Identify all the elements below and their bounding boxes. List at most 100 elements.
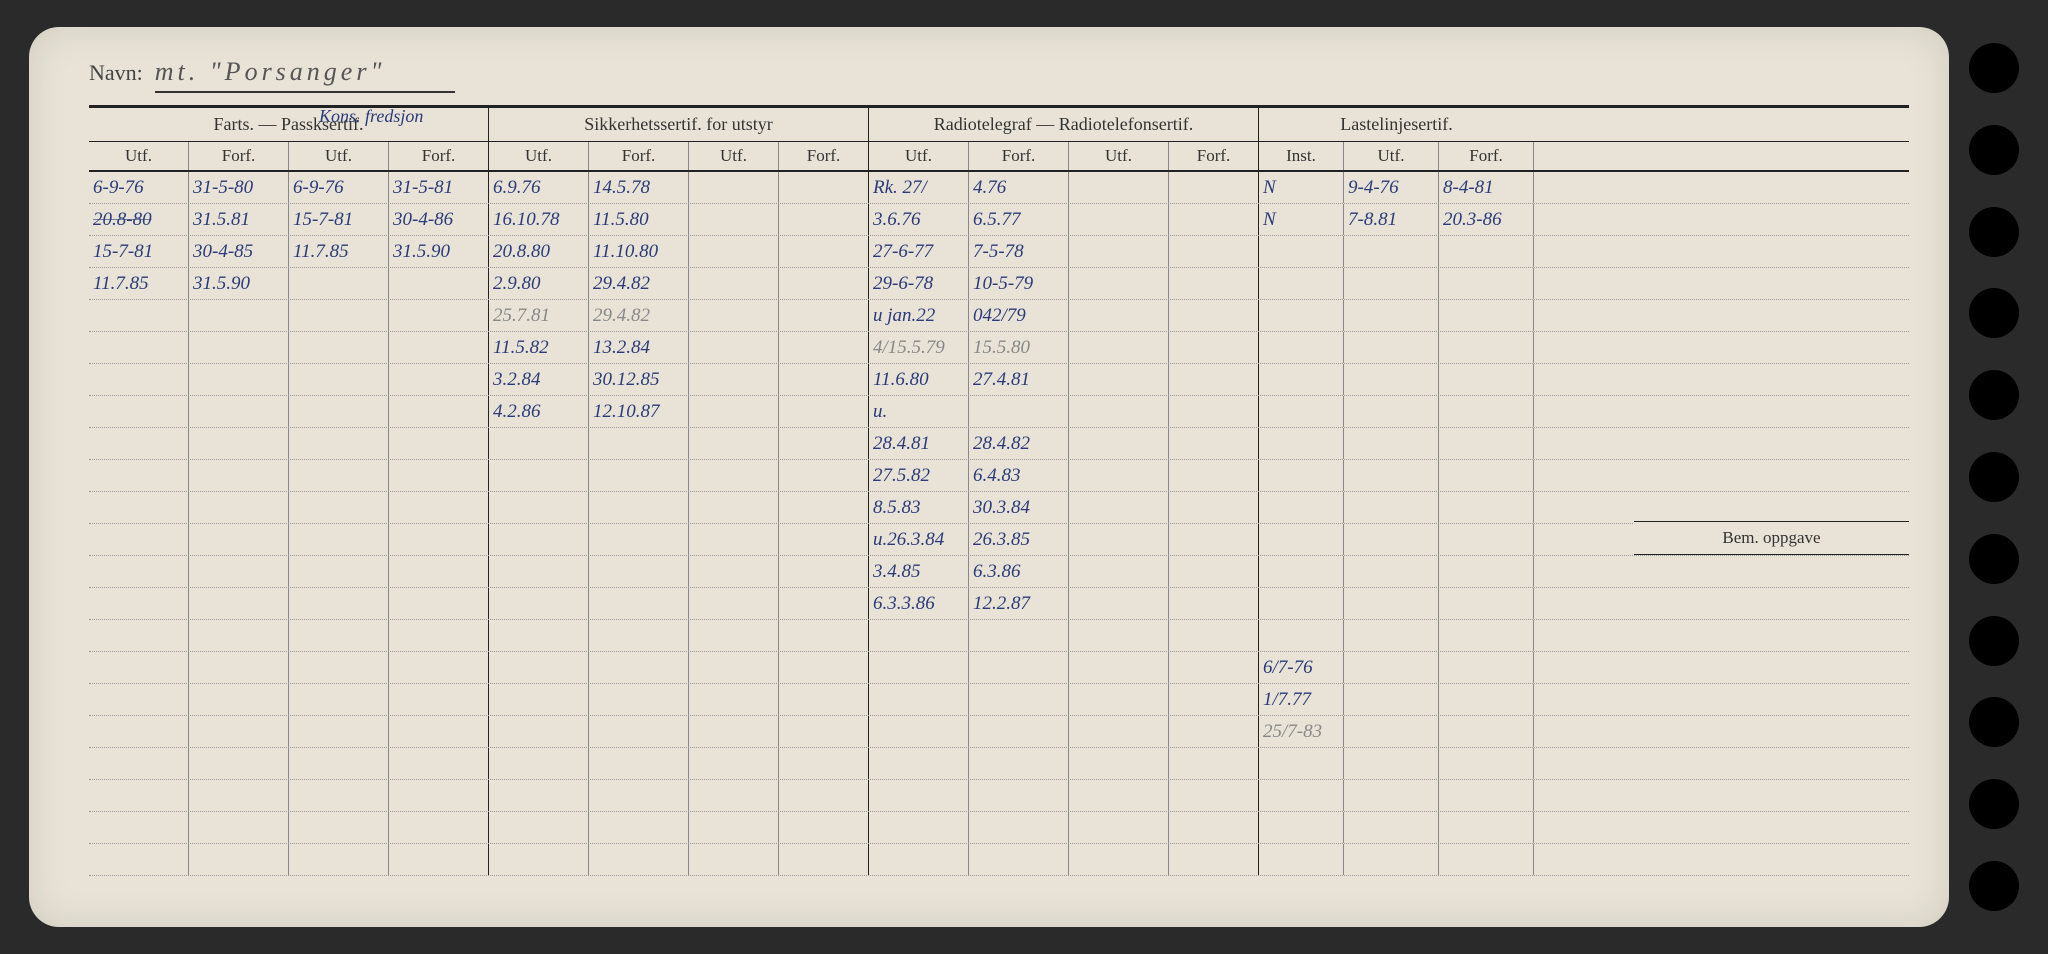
hole-icon [1969,125,2019,175]
cell [689,460,779,491]
cell [969,780,1069,811]
cell [1439,428,1534,459]
cell [389,396,489,427]
cell [1259,588,1344,619]
cell: 25/7-83 [1259,716,1344,747]
cell: u.26.3.84 [869,524,969,555]
cell [189,300,289,331]
cell [489,588,589,619]
cell [589,684,689,715]
cell [1069,524,1169,555]
hole-icon [1969,779,2019,829]
cell [1344,236,1439,267]
cell: 12.10.87 [589,396,689,427]
cell [89,844,189,875]
cell: 6-9-76 [89,172,189,203]
table-row: 6-9-7631-5-806-9-7631-5-816.9.7614.5.78R… [89,172,1909,204]
cell [1259,748,1344,779]
cell [589,588,689,619]
cell [689,300,779,331]
cell [1439,492,1534,523]
cell [689,204,779,235]
navn-row: Navn: mt. "Porsanger" [89,57,1909,101]
cell [489,780,589,811]
cell [689,588,779,619]
group-header-row: Farts. — Passksertif. Kons. fredsjon Sik… [89,108,1909,142]
col-forf: Forf. [1169,142,1259,170]
cell [1344,268,1439,299]
cell [489,460,589,491]
cell [1069,492,1169,523]
cell: u. [869,396,969,427]
cell [289,748,389,779]
cell: 8.5.83 [869,492,969,523]
cell [189,748,289,779]
table-row: 6.3.3.8612.2.87 [89,588,1909,620]
cell [1344,556,1439,587]
cell [969,748,1069,779]
cell [289,268,389,299]
cell: 27-6-77 [869,236,969,267]
cell [689,364,779,395]
cell [489,524,589,555]
cell [1344,620,1439,651]
cell [89,492,189,523]
cell [779,652,869,683]
cell [689,332,779,363]
cell [1069,844,1169,875]
cell [869,748,969,779]
cell: 2.9.80 [489,268,589,299]
cell: 11.7.85 [89,268,189,299]
cell: 6-9-76 [289,172,389,203]
hole-icon [1969,534,2019,584]
col-utf: Utf. [869,142,969,170]
bem-oppgave-header: Bem. oppgave [1634,521,1909,555]
cell [389,364,489,395]
cell [1344,748,1439,779]
cell [969,812,1069,843]
cell [89,652,189,683]
cell [689,556,779,587]
cell [1439,396,1534,427]
cell [869,620,969,651]
cell: Rk. 27/ [869,172,969,203]
cell [969,716,1069,747]
cell: 15-7-81 [89,236,189,267]
cell [1069,268,1169,299]
cell [779,812,869,843]
table-row: 25.7.8129.4.82u jan.22042/79 [89,300,1909,332]
group-farts: Farts. — Passksertif. Kons. fredsjon [89,108,489,141]
cell [1169,716,1259,747]
cell [1344,716,1439,747]
cell [1439,716,1534,747]
cell [1439,460,1534,491]
cell [689,396,779,427]
cell [1344,396,1439,427]
cell [1344,588,1439,619]
cell [779,620,869,651]
cell [189,460,289,491]
cell [89,524,189,555]
col-forf: Forf. [779,142,869,170]
col-forf: Forf. [589,142,689,170]
cell [1069,556,1169,587]
cell [779,748,869,779]
cell: 29.4.82 [589,268,689,299]
table-row [89,620,1909,652]
cell [89,332,189,363]
table-row [89,812,1909,844]
cell [1169,172,1259,203]
cell [489,812,589,843]
col-forf: Forf. [389,142,489,170]
cell [1344,332,1439,363]
cell [689,684,779,715]
cell [779,684,869,715]
col-utf: Utf. [289,142,389,170]
cell [779,204,869,235]
cell: u jan.22 [869,300,969,331]
cell [289,620,389,651]
cell [389,844,489,875]
cell: 1/7.77 [1259,684,1344,715]
cell [389,812,489,843]
cell [1344,780,1439,811]
